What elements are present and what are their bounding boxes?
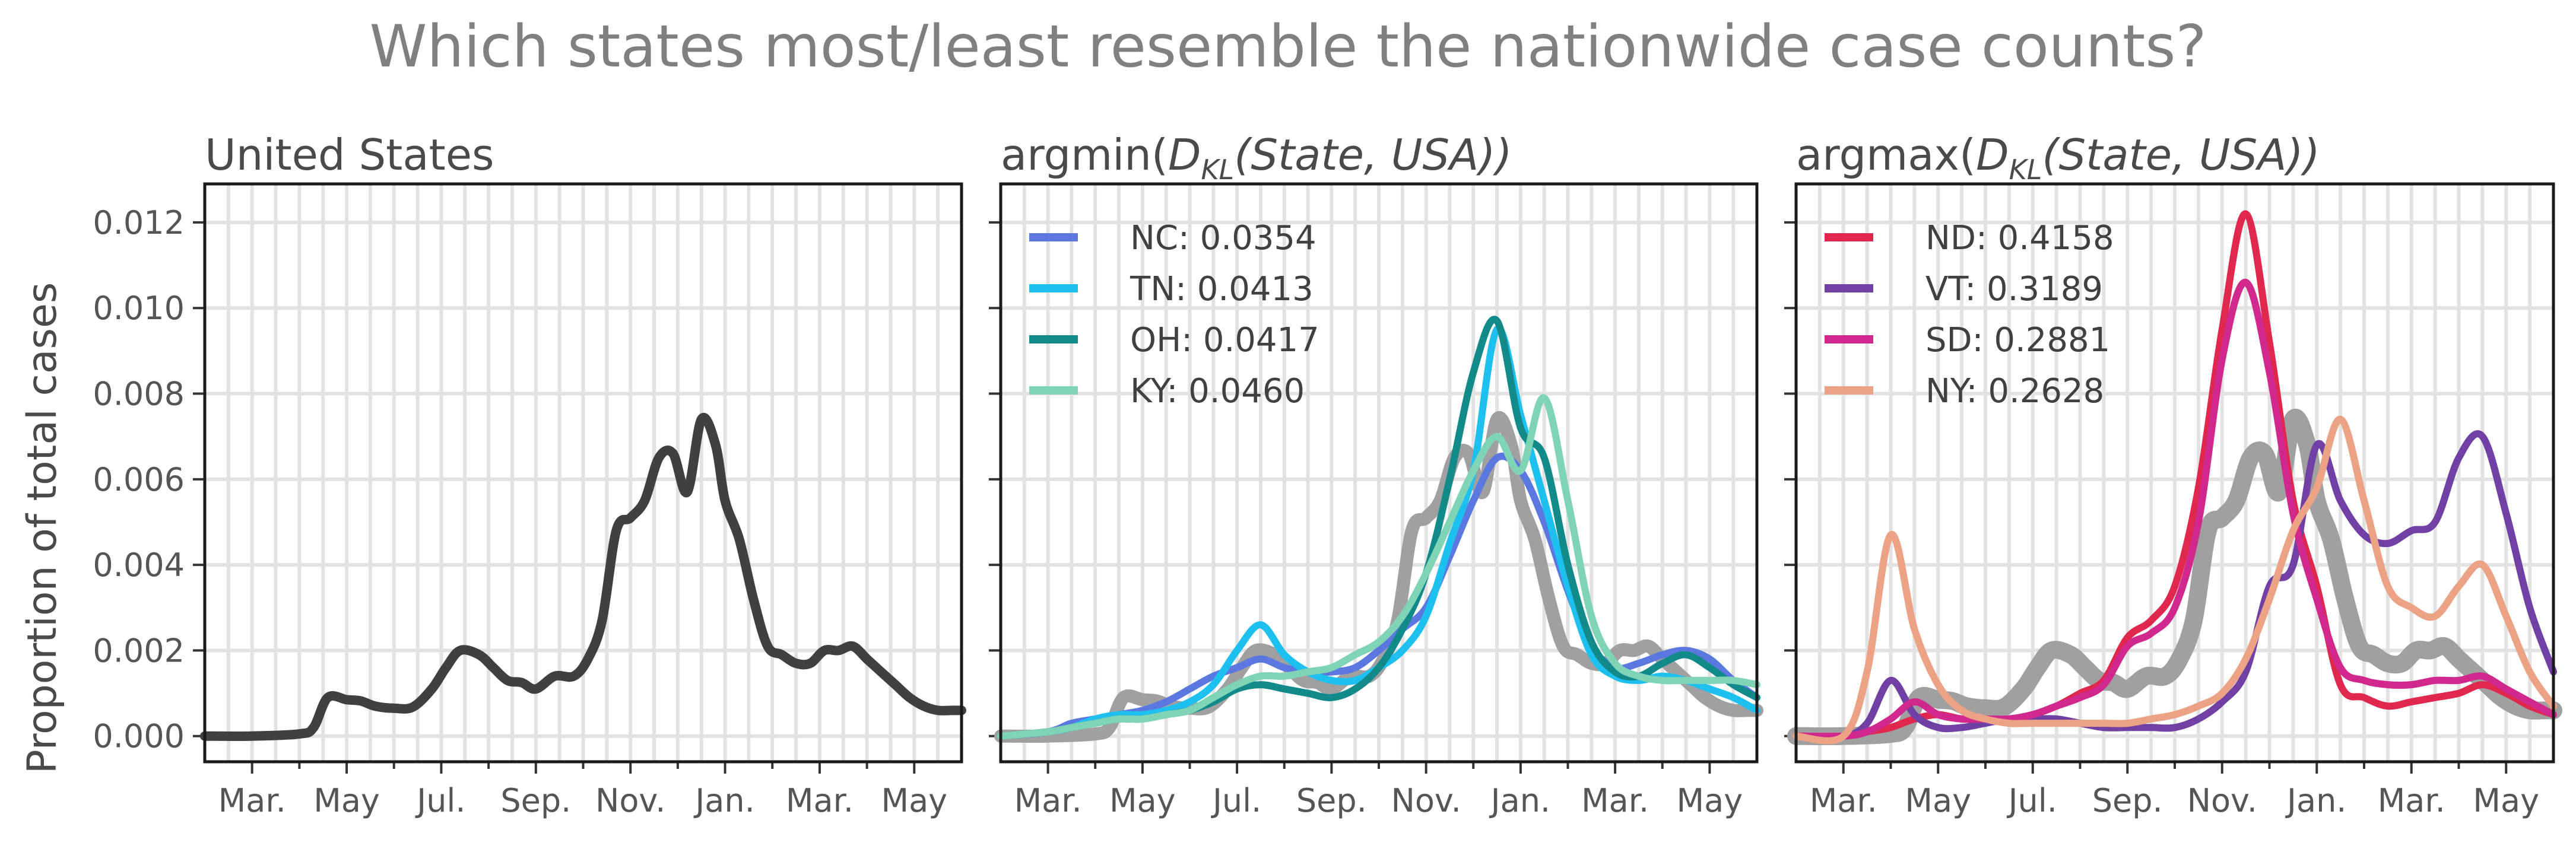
x-tick-label: Jul. (415, 782, 465, 819)
x-tick-label: Mar. (218, 782, 286, 819)
x-tick-label: May (1677, 782, 1743, 819)
y-tick-label: 0.010 (93, 290, 185, 327)
x-tick-label: Mar. (786, 782, 854, 819)
y-tick-label: 0.008 (93, 376, 185, 413)
series-line-ny (1793, 415, 2557, 745)
x-tick-label: May (313, 782, 380, 819)
series-line-usa (200, 413, 966, 741)
x-tick-label: Mar. (1581, 782, 1649, 819)
x-tick-label: Jul. (1211, 782, 1261, 819)
x-tick-label: Jan. (693, 782, 754, 819)
panel-title: argmax(DKL(State, USA)) (1796, 130, 2320, 186)
y-tick-label: 0.006 (93, 461, 185, 498)
legend-label-ky: KY: 0.0460 (1130, 372, 1305, 411)
legend-label-sd: SD: 0.2881 (1925, 321, 2110, 360)
x-tick-label: Jan. (2285, 782, 2346, 819)
legend-label-ny: NY: 0.2628 (1925, 372, 2104, 411)
plot-frame (203, 182, 963, 764)
plot-frame (1794, 182, 2555, 764)
x-tick-label: May (1109, 782, 1176, 819)
series-line-vt (1793, 430, 2557, 741)
figure-title: Which states most/least resemble the nat… (370, 13, 2207, 81)
legend: ND: 0.4158 VT: 0.3189 SD: 0.2881 NY: 0.2628 (1825, 219, 2114, 411)
x-tick-label: Nov. (1391, 782, 1461, 819)
y-axis-label: Proportion of total cases (19, 282, 66, 774)
x-tick-label: Sep. (500, 782, 571, 819)
x-tick-label: May (881, 782, 947, 819)
y-tick-label: 0.004 (93, 546, 185, 584)
x-tick-label: Mar. (2378, 782, 2445, 819)
legend-label-nc: NC: 0.0354 (1130, 219, 1316, 257)
legend-label-oh: OH: 0.0417 (1130, 321, 1319, 360)
x-tick-label: Mar. (1014, 782, 1082, 819)
panel-title: argmin(DKL(State, USA)) (1001, 130, 1512, 186)
x-tick-label: Sep. (2092, 782, 2163, 819)
x-tick-label: Nov. (595, 782, 665, 819)
x-tick-label: May (1905, 782, 1971, 819)
panel-argmin: argmin(DKL(State, USA)) Mar. May Jul. Sep. N… (989, 130, 1763, 819)
x-tick-label: Nov. (2187, 782, 2257, 819)
x-tick-label: Sep. (1296, 782, 1367, 819)
y-tick-label: 0.000 (93, 718, 185, 755)
x-tick-label: May (2473, 782, 2539, 819)
legend-label-vt: VT: 0.3189 (1925, 270, 2103, 308)
y-tick-label: 0.012 (93, 204, 185, 241)
x-tick-label: Jul. (2007, 782, 2057, 819)
legend-label-nd: ND: 0.4158 (1925, 219, 2114, 257)
x-tick-label: Jan. (1489, 782, 1550, 819)
panel-argmax: argmax(DKL(State, USA)) Mar. May Jul. Sep. N… (1784, 130, 2562, 819)
x-tick-label: Mar. (1810, 782, 1877, 819)
grid (205, 184, 962, 762)
panel-title: United States (205, 130, 494, 180)
legend: NC: 0.0354 TN: 0.0413 OH: 0.0417 KY: 0.0460 (1029, 219, 1319, 411)
legend-label-tn: TN: 0.0413 (1130, 270, 1314, 308)
series-line-usa-reference (1787, 409, 2562, 745)
series-line-ky (997, 394, 1760, 740)
panel-united-states: United States 0.000 0.002 0.004 0.006 0.008 0… (93, 130, 966, 819)
plot-frame (999, 182, 1759, 764)
series-line-sd (1793, 278, 2557, 740)
y-tick-label: 0.002 (93, 632, 185, 669)
